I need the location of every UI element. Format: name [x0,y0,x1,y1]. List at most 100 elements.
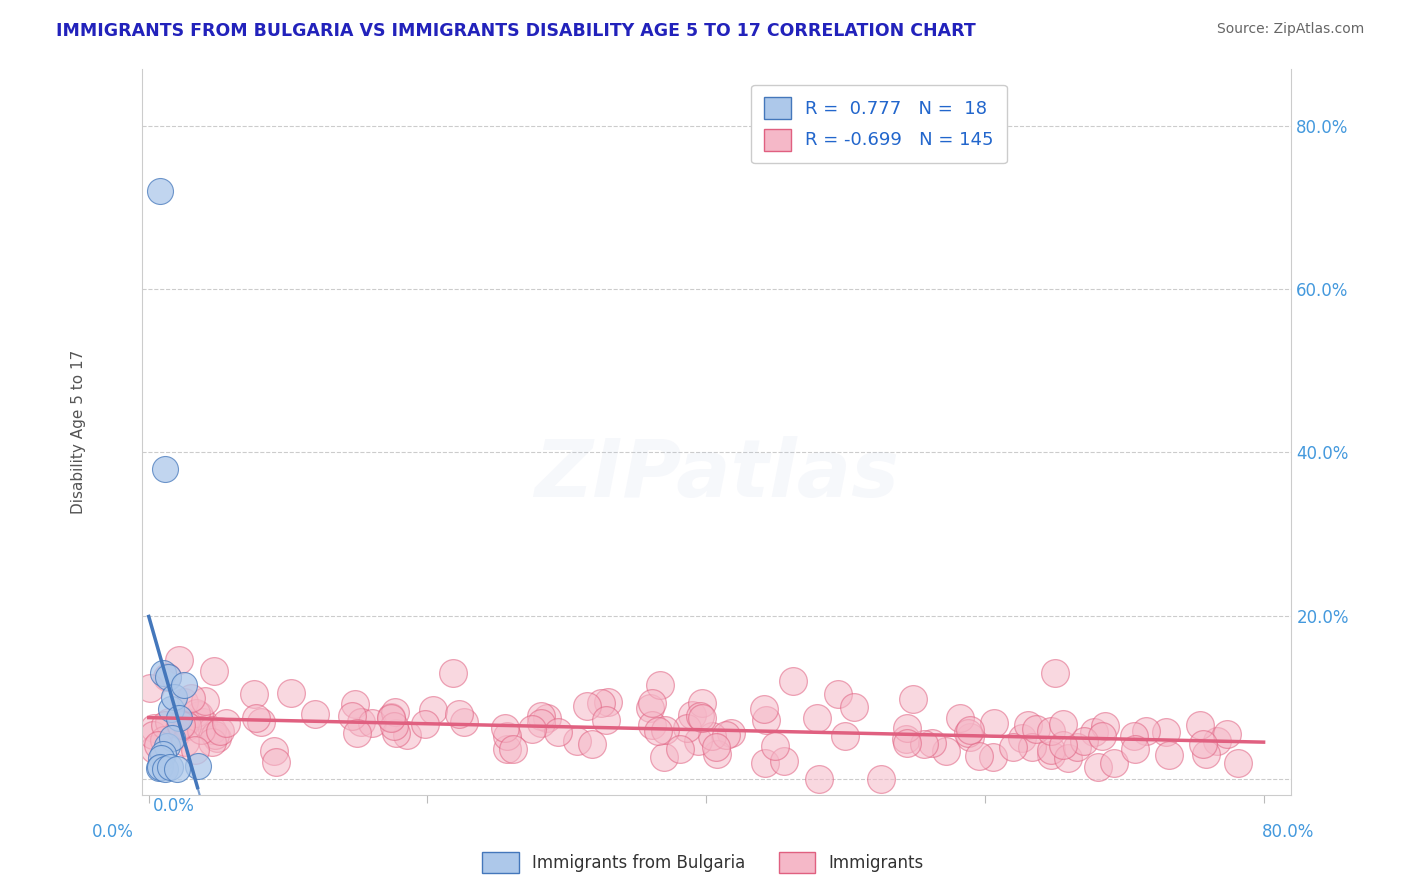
Point [1206,734,1229,748]
Point [595,713,617,727]
Point [413,717,436,731]
Point [903,692,925,706]
Point [689,709,711,723]
Point [681,707,703,722]
Point [1002,739,1025,754]
Point [808,772,831,786]
Point [169,710,191,724]
Point [912,737,935,751]
Point [641,718,664,732]
Point [669,741,692,756]
Point [1191,737,1213,751]
Point [969,748,991,763]
Point [156,670,179,684]
Point [782,673,804,688]
Point [242,687,264,701]
Point [1043,665,1066,680]
Point [654,723,676,738]
Point [150,751,173,765]
Point [170,718,193,732]
Point [1011,731,1033,746]
Point [380,711,402,725]
Point [1087,760,1109,774]
Point [280,686,302,700]
Point [567,734,589,748]
Point [688,734,710,748]
Legend: R =  0.777   N =  18, R = -0.699   N = 145: R = 0.777 N = 18, R = -0.699 N = 145 [751,85,1007,163]
Point [949,711,972,725]
Point [208,724,231,739]
Point [1021,739,1043,754]
Point [396,728,419,742]
Point [894,732,917,747]
Point [496,741,519,756]
Point [1066,739,1088,754]
Point [530,709,553,723]
Point [361,715,384,730]
Text: 0.0%: 0.0% [91,822,134,840]
Point [981,750,1004,764]
Point [1226,756,1249,771]
Point [382,719,405,733]
Point [870,772,893,786]
Point [186,758,208,772]
Point [173,695,195,709]
Point [184,706,207,721]
Point [350,714,373,729]
Point [536,711,558,725]
Point [692,711,714,725]
Point [589,696,612,710]
Point [1040,743,1063,757]
Point [194,694,217,708]
Point [547,724,569,739]
Text: IMMIGRANTS FROM BULGARIA VS IMMIGRANTS DISABILITY AGE 5 TO 17 CORRELATION CHART: IMMIGRANTS FROM BULGARIA VS IMMIGRANTS D… [56,22,976,40]
Point [157,714,180,729]
Point [576,698,599,713]
Point [1057,751,1080,765]
Point [827,687,849,701]
Point [522,722,544,736]
Point [304,706,326,721]
Point [166,762,188,776]
Point [1157,747,1180,762]
Point [957,726,980,740]
Point [754,702,776,716]
Point [581,737,603,751]
Point [152,747,174,762]
Point [596,695,619,709]
Point [675,721,697,735]
Point [201,723,224,738]
Point [706,747,728,762]
Point [422,703,444,717]
Point [152,733,174,747]
Point [1040,723,1063,738]
Point [162,731,184,745]
Point [453,714,475,729]
Point [380,710,402,724]
Point [174,715,197,730]
Point [190,723,212,738]
Point [173,715,195,730]
Point [842,700,865,714]
Point [142,741,165,756]
Point [647,724,669,739]
Point [1039,748,1062,763]
Point [716,728,738,742]
Point [704,740,727,755]
Point [173,678,195,692]
Point [496,729,519,743]
Point [143,721,166,735]
Point [169,717,191,731]
Point [149,760,172,774]
Point [1195,747,1218,761]
Point [1154,725,1177,739]
Point [1091,729,1114,743]
Point [763,739,786,753]
Point [184,743,207,757]
Point [159,759,181,773]
Point [165,728,187,742]
Point [1017,718,1039,732]
Text: 0.0%: 0.0% [153,797,195,815]
Point [755,713,778,727]
Point [148,761,170,775]
